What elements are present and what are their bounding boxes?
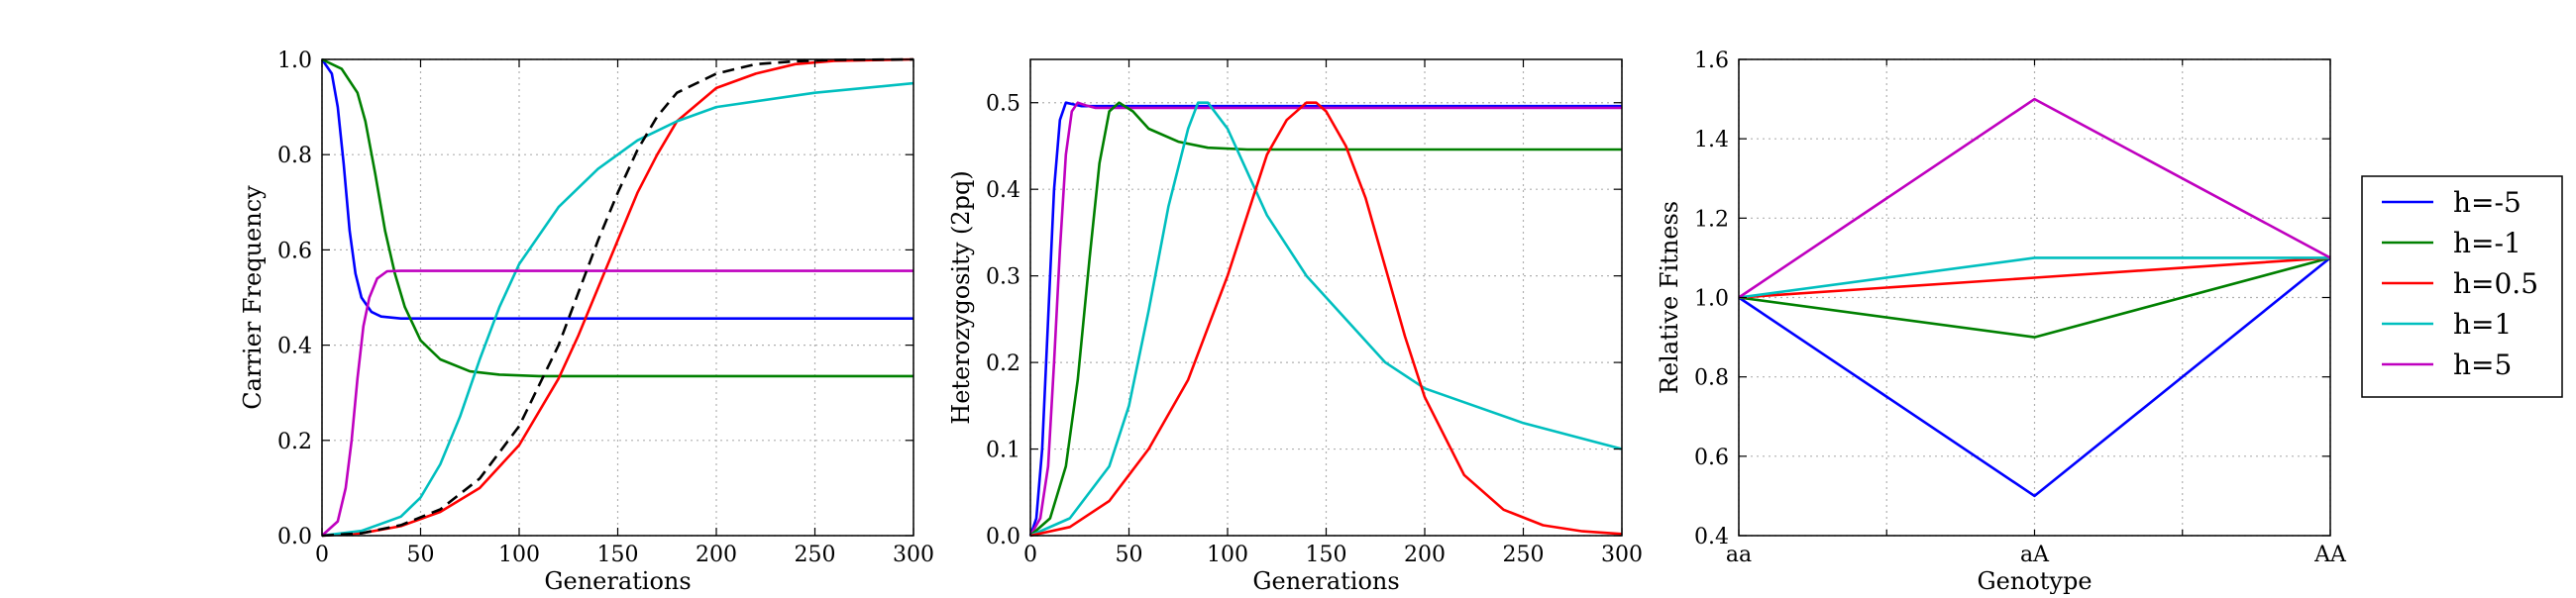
series-line-5 (321, 269, 913, 537)
legend-label: h=5 (2453, 349, 2512, 381)
x-tick-label: 100 (1207, 543, 1248, 567)
legend-label: h=-1 (2453, 227, 2522, 259)
y-tick-label: 0.2 (277, 430, 312, 454)
series-line-h-1 (1738, 256, 2331, 339)
x-tick-label: AA (2313, 543, 2347, 567)
legend-box (2361, 175, 2563, 398)
x-tick-label: aA (2020, 543, 2050, 567)
x-axis-label: Genotype (1977, 567, 2092, 594)
series-line-6 (321, 57, 914, 538)
x-tick-label: 50 (1116, 543, 1143, 567)
x-tick-label: 200 (696, 543, 737, 567)
y-tick-label: 0.8 (277, 144, 312, 168)
legend-label: h=-5 (2453, 186, 2522, 219)
series-line-2 (1028, 101, 1622, 537)
x-tick-label: 250 (795, 543, 836, 567)
y-tick-label: 1.2 (1694, 207, 1729, 232)
y-tick-label: 0.4 (277, 335, 312, 359)
y-tick-label: 0.5 (986, 92, 1020, 117)
y-tick-label: 1.0 (1694, 287, 1729, 312)
y-tick-label: 0.3 (986, 265, 1020, 290)
y-tick-label: 0.0 (986, 525, 1020, 549)
y-tick-label: 0.6 (277, 239, 312, 263)
series-line-1 (320, 58, 913, 321)
series-line-h-5 (1738, 256, 2331, 498)
y-tick-label: 0.4 (1694, 525, 1729, 549)
x-tick-label: 150 (1306, 543, 1347, 567)
y-tick-label: 0.6 (1694, 446, 1729, 470)
x-tick-label: 200 (1404, 543, 1446, 567)
series-line-4 (321, 81, 914, 538)
x-axis-label: Generations (544, 567, 691, 594)
x-tick-label: 250 (1503, 543, 1545, 567)
x-tick-label: 100 (498, 543, 540, 567)
series-line-h1 (1738, 256, 2330, 299)
x-tick-label: 150 (597, 543, 639, 567)
series-line-h5 (1738, 97, 2331, 299)
x-tick-label: aa (1726, 543, 1752, 567)
series-line-5 (1029, 101, 1623, 538)
y-tick-label: 1.4 (1694, 128, 1729, 152)
heterozygosity-panel: 0 50 100 150 200 250 300 0.0 0.1 0.2 0.3 0.4 0.5 Gene… (947, 58, 1643, 595)
x-tick-label: 0 (1023, 543, 1037, 567)
series-line-2 (321, 57, 913, 378)
y-tick-label: 1.0 (277, 49, 312, 73)
legend-label: h=0.5 (2453, 267, 2538, 300)
y-tick-label: 1.6 (1694, 49, 1729, 73)
x-tick-label: 50 (407, 543, 435, 567)
x-tick-label: 300 (1601, 543, 1643, 567)
series-line-3 (321, 57, 914, 538)
y-tick-label: 0.2 (986, 351, 1020, 376)
y-tick-label: 0.1 (986, 439, 1020, 463)
carrier-frequency-panel: 0 50 100 150 200 250 300 0.0 0.2 0.4 0.6 0.8 1.0 Gene… (239, 49, 934, 595)
legend: h=-5 h=-1 h=0.5 h=1 h=5 (2361, 175, 2563, 398)
x-tick-label: 0 (315, 543, 329, 567)
y-axis-label: Carrier Frequency (239, 185, 267, 410)
y-tick-label: 0.0 (277, 525, 312, 549)
relative-fitness-panel: aa aA AA 0.4 0.6 0.8 1.0 1.2 1.4 1.6 Genotype Relat… (1656, 49, 2347, 595)
series-line-4 (1029, 101, 1623, 538)
series-line-3 (1029, 101, 1622, 537)
series-line-h0.5 (1738, 256, 2331, 299)
y-axis-label: Relative Fitness (1656, 201, 1683, 394)
x-tick-label: 300 (893, 543, 934, 567)
y-tick-label: 0.4 (986, 178, 1020, 203)
x-axis-label: Generations (1252, 567, 1399, 594)
y-tick-label: 0.8 (1694, 366, 1729, 391)
legend-label: h=1 (2453, 308, 2512, 341)
y-axis-label: Heterozygosity (2pq) (947, 170, 975, 424)
